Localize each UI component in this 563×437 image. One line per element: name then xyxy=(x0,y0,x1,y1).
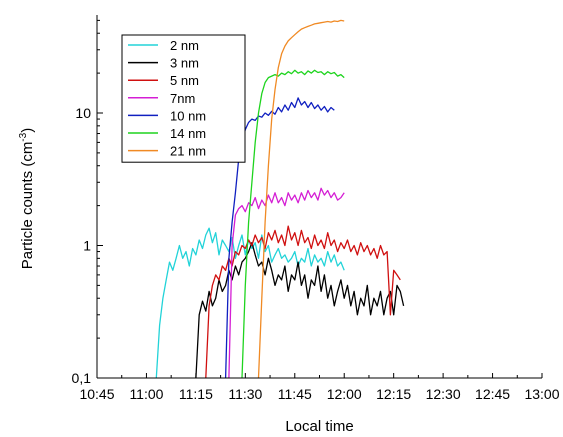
x-tick-label: 11:45 xyxy=(278,386,312,402)
legend-box xyxy=(121,34,246,163)
series-line-2nm xyxy=(155,227,345,379)
legend-label: 2 nm xyxy=(170,38,199,53)
series-line-14nm xyxy=(241,69,345,379)
axes-layer: 10:45 11:00 11:15 11:30 11:45 12:00 12:15 12:30… xyxy=(72,15,560,402)
y-axis-title: Particle counts (cm-3) xyxy=(18,128,36,269)
x-tick-label: 11:00 xyxy=(129,386,163,402)
series-line-21nm xyxy=(257,19,345,379)
legend-label: 3 nm xyxy=(170,56,199,71)
x-axis-title: Local time xyxy=(285,418,353,435)
x-tick-label: 11:15 xyxy=(179,386,213,402)
series-line-7nm xyxy=(228,187,345,379)
legend-label: 5 nm xyxy=(170,73,199,88)
legend-label: 14 nm xyxy=(170,126,206,141)
y-axis-title-main: Particle counts (cm xyxy=(19,142,36,270)
x-tick-label: 12:45 xyxy=(475,386,510,402)
x-tick-label: 11:30 xyxy=(228,386,262,402)
legend-label: 21 nm xyxy=(170,144,206,159)
y-axis-title-unit-sup: -3 xyxy=(18,132,29,141)
y-tick-label: 0,1 xyxy=(72,370,92,386)
legend: 2 nm 3 nm 5 nm 7nm 10 nm 14 nm 21 nm xyxy=(121,34,246,163)
y-tick-label: 10 xyxy=(75,105,91,121)
x-tick-label: 12:00 xyxy=(327,386,362,402)
x-tick-label: 12:15 xyxy=(376,386,411,402)
y-axis-title-close: ) xyxy=(19,128,36,133)
series-line-3nm xyxy=(195,242,405,379)
legend-label: 7nm xyxy=(170,91,195,106)
x-tick-label: 10:45 xyxy=(79,386,114,402)
x-tick-label: 13:00 xyxy=(524,386,559,402)
series-line-5nm xyxy=(205,225,401,379)
legend-label: 10 nm xyxy=(170,108,206,123)
y-tick-label: 1 xyxy=(83,238,91,254)
x-tick-label: 12:30 xyxy=(426,386,461,402)
